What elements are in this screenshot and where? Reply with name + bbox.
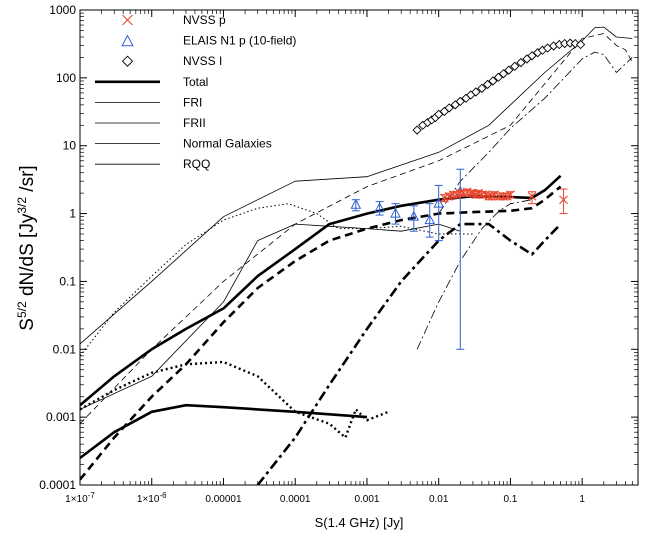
model-curves (80, 26, 633, 485)
nvss-i-point (477, 83, 487, 94)
elais-p-errorbar (456, 168, 465, 350)
plot-frame (79, 9, 639, 486)
elais-p-point (408, 210, 420, 221)
elais-p-point (424, 214, 436, 225)
x-tick-label: 0.1 (503, 494, 517, 505)
curve-rqq-i (80, 223, 461, 410)
nvss-i-point (575, 39, 586, 50)
elais-p-point (433, 197, 445, 208)
nvss-i-point (488, 76, 498, 86)
curve-frii-p (256, 222, 562, 485)
svg-text:NVSS I: NVSS I (183, 54, 222, 68)
legend-item-total: Total (95, 75, 208, 89)
curve-fri-i (80, 33, 633, 424)
svg-text:Total: Total (183, 75, 208, 89)
nvss-p-errorbar (559, 188, 568, 215)
y-axis-title: S5/2 dN/dS [Jy3/2 /sr] (15, 165, 38, 330)
y-tick-label: 1 (69, 207, 76, 221)
elais-p-point (374, 202, 385, 213)
axis-ticks: 1×10-7 1×10-6 0.00001 0.0001 0.001 0.01 0.1 1 0.… (39, 3, 639, 505)
elais-p-errorbar (434, 184, 443, 242)
curve-total-p (80, 174, 562, 407)
nvss-i-point (455, 96, 465, 107)
x-tick-label: 0.01 (429, 494, 449, 505)
nvss-i-point (498, 69, 509, 79)
elais-p-point (390, 207, 401, 218)
legend-item-normal-galaxies: Normal Galaxies (95, 137, 272, 151)
y-tick-label: 0.1 (59, 274, 76, 288)
curve-total-i (80, 26, 633, 345)
x-tick-label: 0.001 (354, 494, 379, 505)
elais-p-errorbar (409, 205, 418, 232)
legend-item-nvss-p: NVSS p (122, 13, 226, 27)
svg-text:ELAIS N1 p (10-field): ELAIS N1 p (10-field) (183, 34, 296, 48)
x-tick-label: 0.00001 (205, 494, 242, 505)
svg-text:FRII: FRII (183, 116, 206, 130)
curve-rqq-p (80, 403, 368, 460)
y-tick-label: 1000 (49, 3, 76, 17)
curve-frii-i (438, 51, 633, 214)
legend-item-fri: FRI (95, 95, 202, 109)
legend: NVSS p ELAIS N1 p (10-field) NVSS I Total FR… (95, 13, 296, 171)
legend-item-frii: FRII (95, 116, 206, 130)
svg-text:RQQ: RQQ (183, 157, 210, 171)
nvss-i-point (516, 57, 526, 68)
x-tick-label: 0.0001 (280, 494, 311, 505)
svg-text:FRI: FRI (183, 95, 202, 109)
nvss-p-point (439, 193, 449, 203)
nvss-p-point (506, 190, 515, 200)
curve-normal-galaxies-i (80, 203, 473, 357)
nvss-p-point (527, 191, 537, 201)
legend-item-rqq: RQQ (95, 157, 210, 171)
curve-normal-galaxies-p (80, 360, 390, 439)
legend-item-nvss-i: NVSS I (121, 54, 222, 68)
elais-p-errorbar (391, 203, 400, 225)
y-tick-label: 100 (56, 71, 76, 85)
nvss-p-point (490, 190, 499, 200)
y-tick-label: 0.01 (53, 342, 77, 356)
y-tick-label: 10 (63, 139, 77, 153)
x-tick-label: 1×10-6 (137, 491, 167, 505)
nvss-i-point (471, 87, 481, 97)
y-tick-label: 0.001 (46, 410, 76, 424)
nvss-i-point (412, 125, 422, 135)
x-tick-label: 1 (579, 494, 585, 505)
nvss-i-point (482, 79, 493, 90)
nvss-i-point (504, 65, 514, 75)
elais-p-point (350, 198, 362, 209)
nvss-i-point (527, 51, 537, 61)
nvss-p-point (559, 195, 568, 205)
svg-text:NVSS p: NVSS p (183, 13, 226, 27)
elais-p-errorbar (425, 203, 434, 238)
curve-frii-i-steep (416, 199, 533, 350)
nvss-p-errorbar (528, 191, 537, 205)
legend-item-elais-n1-p-10-field: ELAIS N1 p (10-field) (121, 34, 296, 48)
x-axis-title: S(1.4 GHz) [Jy] (315, 515, 404, 530)
data-points (350, 38, 586, 350)
nvss-i-point (510, 61, 520, 71)
nvss-i-point (444, 103, 454, 113)
svg-text:Normal Galaxies: Normal Galaxies (183, 137, 272, 151)
x-tick-label: 1×10-7 (65, 491, 95, 505)
curve-fri-p (80, 185, 562, 481)
y-tick-label: 0.0001 (39, 478, 76, 492)
